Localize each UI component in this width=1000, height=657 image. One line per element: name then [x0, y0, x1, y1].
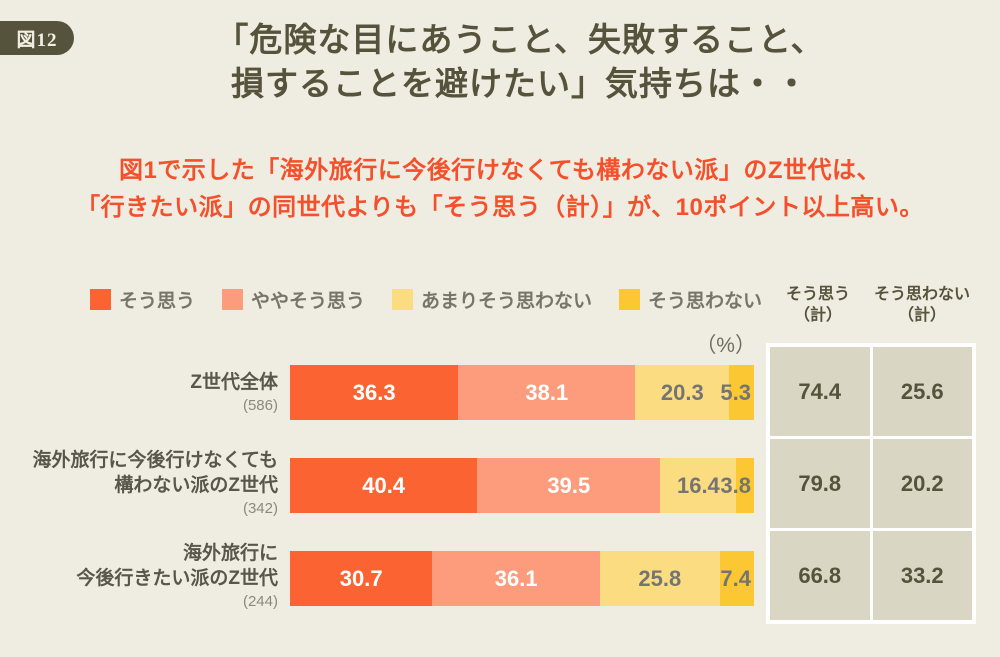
legend-swatch-icon [392, 289, 414, 310]
legend-item-agree: そう思う [90, 286, 195, 313]
figure-title: 「危険な目にあうこと、失敗すること、 損することを避けたい」気持ちは・・ [80, 18, 960, 106]
bar-segment-somewhat-agree: 38.1 [458, 365, 636, 420]
percent-unit-label: （%） [695, 334, 756, 357]
sample-size: (244) [242, 592, 278, 610]
category-label-line: 海外旅行に今後行けなくても [32, 449, 278, 471]
chart-legend: そう思う ややそう思う あまりそう思わない そう思わない [90, 286, 762, 313]
totals-header-disagree-line2: （計） [897, 307, 946, 324]
bar-segment-somewhat-disagree: 20.3 [635, 365, 730, 420]
bar-segment-disagree: 7.4 [719, 551, 754, 606]
segment-value: 39.5 [547, 472, 591, 498]
segment-value: 20.3 [660, 379, 704, 405]
category-label-want-to-travel: 海外旅行に 今後行きたい派のZ世代 (244) [0, 540, 278, 612]
figure-title-line1: 「危険な目にあうこと、失敗すること、 [215, 21, 825, 58]
bar-segment-somewhat-agree: 39.5 [477, 458, 661, 513]
category-label-line: 構わない派のZ世代 [114, 474, 278, 496]
legend-swatch-icon [90, 289, 111, 310]
segment-value: 3.8 [720, 472, 751, 498]
legend-swatch-icon [619, 289, 641, 310]
legend-item-disagree: そう思わない [619, 286, 762, 313]
bar-segment-somewhat-disagree: 25.8 [599, 551, 720, 606]
category-label-ok-not-to-travel: 海外旅行に今後行けなくても 構わない派のZ世代 (342) [0, 447, 278, 519]
segment-value: 40.4 [362, 472, 406, 498]
segment-value: 38.1 [525, 379, 569, 405]
totals-cell-disagree-row1: 20.2 [872, 439, 972, 528]
bar-segment-somewhat-agree: 36.1 [432, 551, 600, 606]
bar-segment-agree: 40.4 [290, 458, 478, 513]
legend-label: そう思わない [648, 291, 763, 312]
totals-header-disagree-line1: そう思わない [873, 286, 970, 303]
figure-number-badge: 図12 [0, 21, 74, 55]
legend-swatch-icon [222, 289, 244, 310]
totals-table: 74.4 25.6 79.8 20.2 66.8 33.2 [766, 343, 976, 624]
category-label-line: 今後行きたい派のZ世代 [76, 567, 278, 589]
stacked-bar-want-to-travel: 30.7 36.1 25.8 7.4 [290, 551, 754, 606]
segment-value: 30.7 [339, 565, 383, 591]
bar-segment-disagree: 3.8 [720, 458, 754, 513]
legend-label: あまりそう思わない [421, 291, 593, 312]
bar-segment-agree: 30.7 [290, 551, 433, 606]
figure-annotation-line2: 「行きたい派」の同世代よりも「そう思う（計）」が、10ポイント以上高い。 [76, 194, 924, 221]
totals-cell-agree-row1: 79.8 [770, 439, 870, 528]
totals-cell-agree-row2: 66.8 [770, 531, 870, 620]
sample-size: (342) [242, 499, 278, 517]
category-label-line: Z世代全体 [190, 371, 278, 393]
totals-header-agree: そう思う （計） [768, 284, 868, 326]
totals-header-agree-line2: （計） [793, 307, 842, 324]
legend-item-somewhat-disagree: あまりそう思わない [392, 286, 592, 313]
segment-value: 5.3 [720, 379, 751, 405]
bar-segment-disagree: 5.3 [720, 365, 754, 420]
totals-cell-disagree-row2: 33.2 [872, 531, 972, 620]
totals-header-agree-line1: そう思う [785, 286, 850, 303]
segment-value: 25.8 [638, 565, 682, 591]
category-label-line: 海外旅行に [182, 542, 278, 564]
segment-value: 36.1 [494, 565, 538, 591]
totals-cell-disagree-row0: 25.6 [872, 347, 972, 436]
segment-value: 36.3 [352, 379, 396, 405]
bar-segment-somewhat-disagree: 16.4 [660, 458, 737, 513]
legend-label: ややそう思う [251, 291, 366, 312]
bar-segment-agree: 36.3 [290, 365, 459, 420]
segment-value: 7.4 [720, 565, 751, 591]
figure-annotation-line1: 図1で示した「海外旅行に今後行けなくても構わない派」のZ世代は、 [118, 157, 882, 184]
category-label-z-gen-all: Z世代全体 (586) [0, 365, 278, 420]
totals-header-disagree: そう思わない （計） [871, 284, 973, 326]
legend-item-somewhat-agree: ややそう思う [222, 286, 365, 313]
legend-label: そう思う [119, 291, 196, 312]
figure-annotation: 図1で示した「海外旅行に今後行けなくても構わない派」のZ世代は、 「行きたい派」… [0, 152, 1000, 226]
figure-title-line2: 損することを避けたい」気持ちは・・ [231, 65, 809, 102]
stacked-bar-ok-not-to-travel: 40.4 39.5 16.4 3.8 [290, 458, 754, 513]
totals-cell-agree-row0: 74.4 [770, 347, 870, 436]
segment-value: 16.4 [676, 472, 720, 498]
sample-size: (586) [242, 396, 278, 414]
stacked-bar-z-gen-all: 36.3 38.1 20.3 5.3 [290, 365, 754, 420]
figure-number-label: 図12 [16, 29, 58, 51]
